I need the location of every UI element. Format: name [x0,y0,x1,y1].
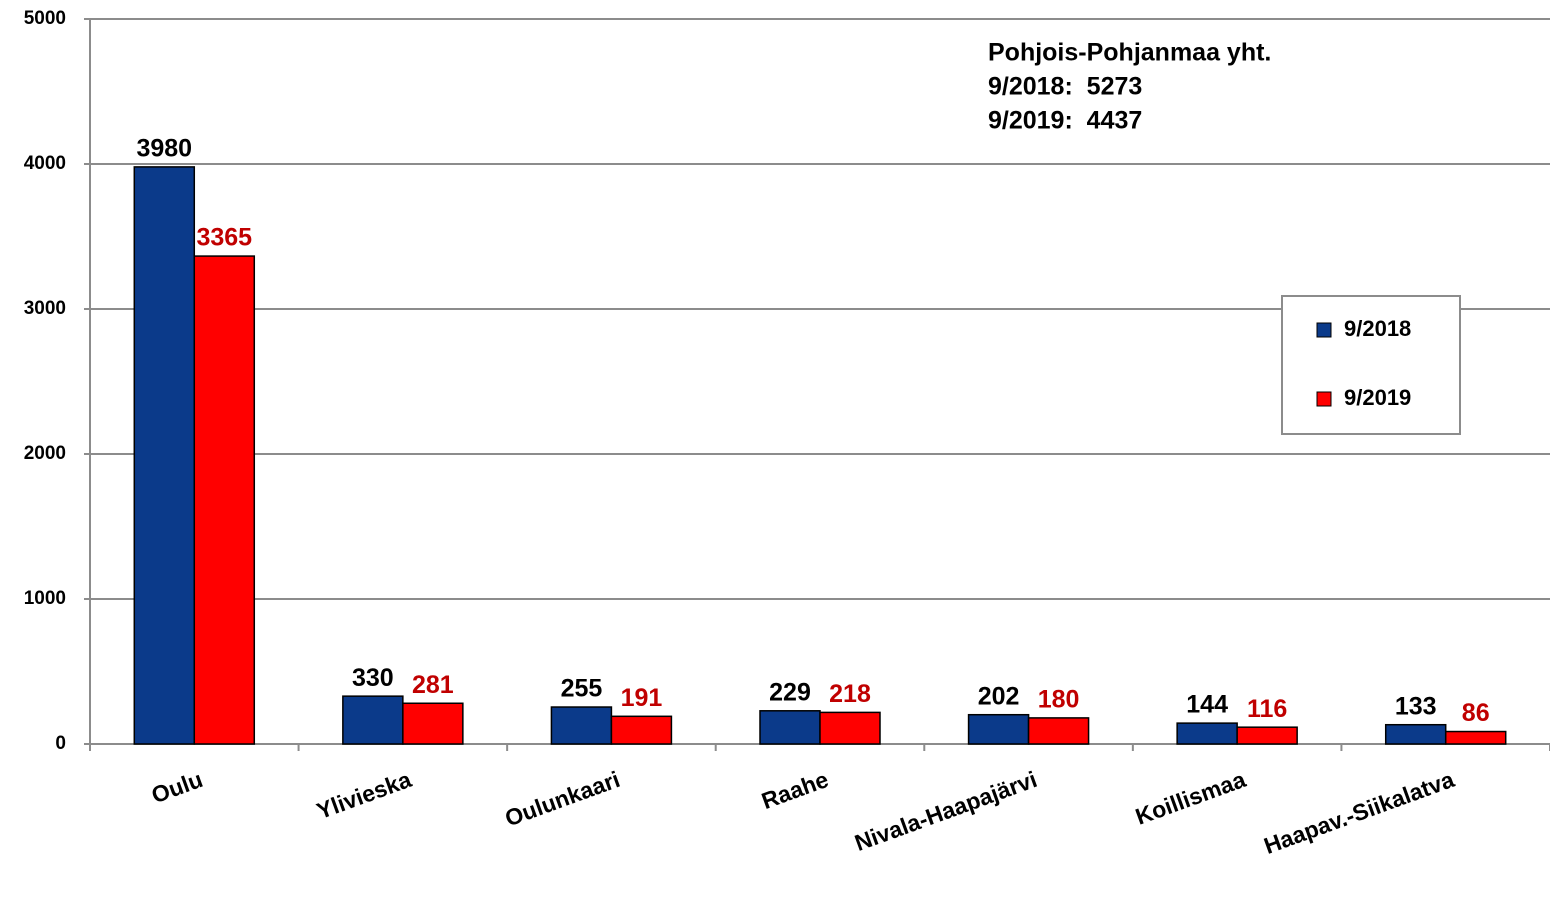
legend-swatch [1316,322,1332,338]
value-label: 3980 [136,135,192,163]
value-label: 281 [412,671,454,699]
value-label: 133 [1395,692,1437,720]
value-label: 3365 [196,224,252,252]
legend-box [1281,295,1461,435]
annotation: Pohjois-Pohjanmaa yht. 9/2018: 5273 9/20… [988,39,1271,135]
value-label: 202 [978,682,1020,710]
x-tick-label: Haapav.-Siikalatva [1260,766,1457,859]
bar [1236,726,1298,745]
y-tick-label: 5000 [24,8,66,29]
bar [1444,730,1507,745]
value-label: 255 [561,675,603,703]
x-tick-label: Ylivieska [313,766,415,824]
value-label: 86 [1462,699,1490,727]
bar [402,702,464,745]
legend-swatch [1316,391,1332,407]
bar [610,715,673,745]
x-tick-label: Oulu [148,766,206,808]
value-label: 191 [621,684,663,712]
bar [1176,722,1238,745]
value-label: 229 [769,678,811,706]
x-tick-label: Raahe [758,766,832,814]
legend: 9/2018 9/2019 [1281,295,1461,435]
bar [550,706,613,745]
x-tick-label: Nivala-Haapajärvi [851,766,1040,856]
value-label: 218 [829,680,871,708]
value-label: 330 [352,664,394,692]
legend-label: 9/2018 [1344,316,1411,341]
bar [342,695,404,745]
bar [133,166,196,745]
value-label: 116 [1247,695,1287,723]
bar [759,710,821,745]
bar [819,711,881,745]
legend-label: 9/2019 [1344,385,1411,410]
x-tick-label: Oulunkaari [501,766,623,832]
value-label: 180 [1038,686,1080,714]
bar [1027,717,1090,745]
y-tick-label: 3000 [24,298,66,319]
annotation-line: 9/2019: 4437 [988,107,1142,135]
value-label: 144 [1186,691,1228,719]
y-tick-label: 1000 [24,588,66,609]
bar [967,713,1030,745]
bar [193,255,256,745]
annotation-line: 9/2018: 5273 [988,73,1142,101]
bar [1384,723,1447,745]
y-tick-label: 0 [55,733,66,754]
y-tick-label: 2000 [24,443,66,464]
y-tick-label: 4000 [24,153,66,174]
x-tick-label: Koillismaa [1132,766,1249,830]
annotation-line: Pohjois-Pohjanmaa yht. [988,39,1271,67]
